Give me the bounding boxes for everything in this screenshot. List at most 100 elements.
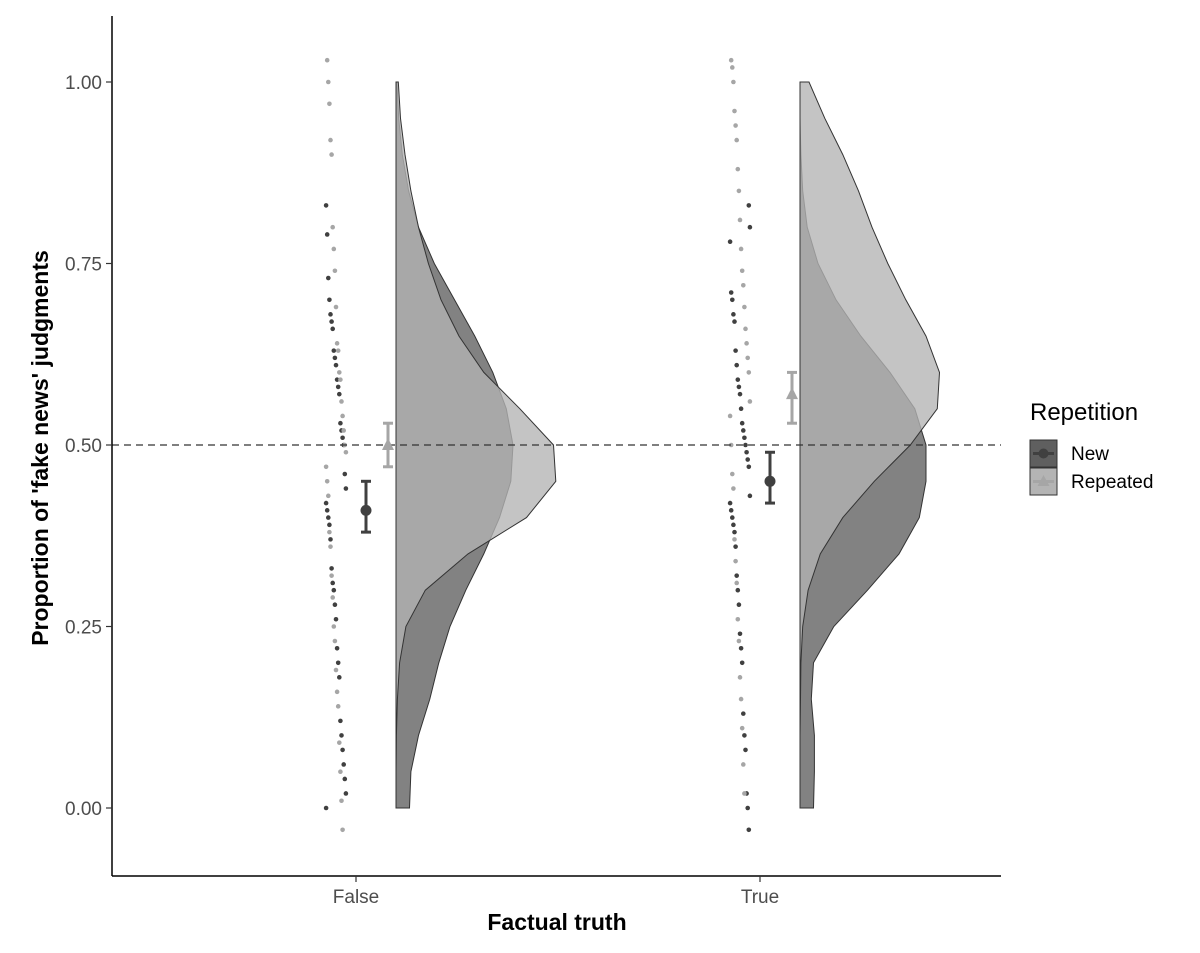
y-tick-label: 0.75 <box>65 255 102 276</box>
data-point <box>324 479 330 484</box>
data-point <box>328 312 333 317</box>
data-point <box>340 747 345 753</box>
data-point <box>732 537 737 542</box>
data-point <box>739 660 745 666</box>
legend-label: New <box>1071 444 1109 465</box>
data-point <box>738 406 744 412</box>
data-point <box>736 188 742 194</box>
data-point <box>739 420 745 426</box>
data-point <box>331 246 337 252</box>
data-point <box>326 79 331 85</box>
data-point <box>737 675 743 680</box>
data-point <box>731 312 736 317</box>
data-point <box>337 391 342 397</box>
data-point <box>730 515 735 520</box>
data-point <box>343 791 349 796</box>
data-point <box>333 304 339 310</box>
data-point <box>334 689 340 695</box>
data-point <box>340 435 345 441</box>
data-point <box>746 370 752 375</box>
data-point <box>733 348 738 353</box>
data-point <box>333 616 339 622</box>
data-point <box>746 464 752 470</box>
data-point <box>728 508 734 513</box>
data-point <box>340 827 345 833</box>
data-point <box>324 508 330 513</box>
y-tick-label: 1.00 <box>65 73 102 94</box>
mean-triangle <box>786 387 798 400</box>
data-point <box>323 805 329 811</box>
data-point <box>745 457 750 462</box>
data-point <box>326 493 331 499</box>
data-point <box>739 725 745 731</box>
data-point <box>328 544 333 549</box>
data-point <box>742 435 747 441</box>
data-point <box>338 718 343 724</box>
data-point <box>733 123 738 128</box>
data-point <box>732 108 737 114</box>
data-point <box>741 428 746 433</box>
legend-title: Repetition <box>1030 399 1138 426</box>
data-point <box>323 500 329 506</box>
data-point <box>327 522 332 528</box>
data-point <box>727 413 733 419</box>
data-point <box>338 420 343 426</box>
data-point <box>324 232 330 237</box>
data-point <box>735 616 741 622</box>
data-point <box>337 675 342 680</box>
data-point <box>745 355 750 361</box>
data-point <box>338 769 343 774</box>
data-point <box>339 399 344 404</box>
data-point <box>334 645 340 651</box>
data-point <box>326 515 331 520</box>
data-point <box>332 268 338 274</box>
data-point <box>330 326 336 332</box>
x-tick-label: False <box>333 887 379 908</box>
data-point <box>739 268 745 274</box>
data-point <box>338 377 343 382</box>
data-point <box>337 370 342 375</box>
y-axis-ticks: 0.00 0.25 0.50 0.75 1.00 <box>65 73 112 820</box>
data-point <box>736 638 742 644</box>
data-point <box>730 297 735 303</box>
data-point <box>731 79 736 85</box>
data-point <box>328 137 333 143</box>
data-point <box>741 282 746 288</box>
data-point <box>334 377 340 382</box>
data-point <box>335 348 341 353</box>
legend-key-marker <box>1038 448 1049 459</box>
data-point <box>335 660 341 666</box>
mean-ci-markers <box>360 370 798 534</box>
data-point <box>332 638 338 644</box>
data-point <box>728 442 734 448</box>
data-point <box>731 486 736 491</box>
y-tick-label: 0.00 <box>65 799 102 820</box>
data-point <box>332 355 338 361</box>
data-point <box>733 558 738 564</box>
data-point <box>733 544 738 549</box>
x-axis-ticks: False True <box>333 876 779 908</box>
data-point <box>736 384 742 390</box>
data-point <box>330 595 336 600</box>
data-point <box>741 762 746 767</box>
data-point <box>329 573 334 578</box>
data-point <box>732 319 737 324</box>
data-point <box>327 297 332 303</box>
data-point <box>742 733 747 738</box>
data-point <box>731 522 736 528</box>
data-point <box>324 57 330 63</box>
data-point <box>331 348 337 353</box>
data-point <box>337 740 342 745</box>
data-point <box>735 587 741 593</box>
data-point <box>328 537 333 542</box>
data-point <box>340 413 345 419</box>
data-point <box>323 464 329 470</box>
data-point <box>735 377 741 382</box>
data-point <box>330 224 336 230</box>
y-tick-label: 0.50 <box>65 436 102 457</box>
data-point <box>734 573 739 578</box>
data-point <box>730 65 735 70</box>
y-tick-label: 0.25 <box>65 618 102 639</box>
data-point <box>734 137 739 143</box>
data-point <box>342 471 348 477</box>
